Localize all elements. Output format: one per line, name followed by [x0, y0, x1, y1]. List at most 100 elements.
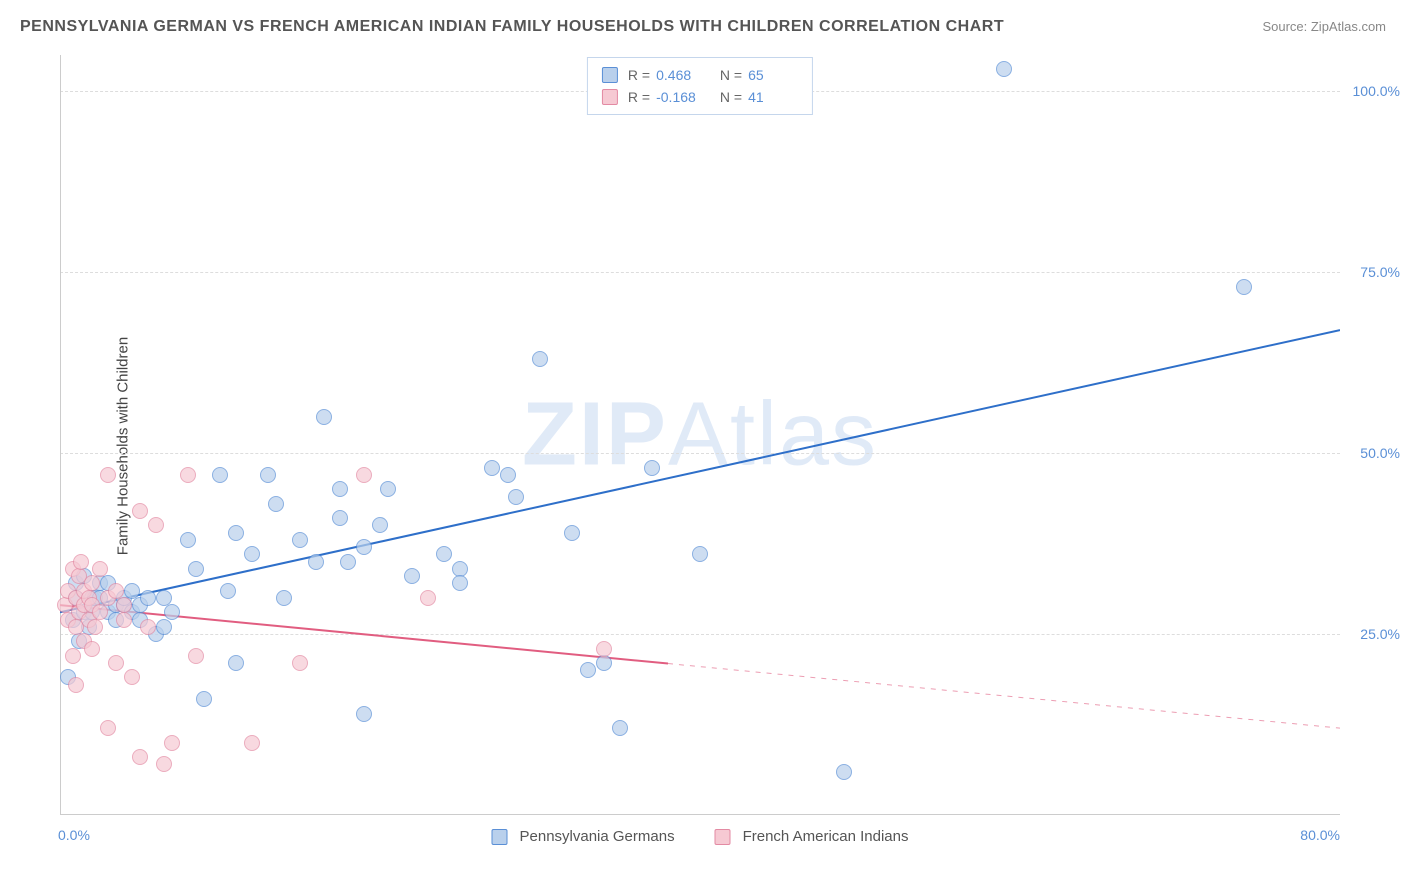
data-point — [156, 619, 172, 635]
data-point — [164, 735, 180, 751]
data-point — [132, 749, 148, 765]
y-tick-label: 25.0% — [1345, 626, 1400, 642]
x-axis-line — [60, 814, 1340, 815]
data-point — [212, 467, 228, 483]
y-axis-line — [60, 55, 61, 815]
data-point — [100, 467, 116, 483]
legend-swatch — [492, 829, 508, 845]
data-point — [508, 489, 524, 505]
data-point — [292, 655, 308, 671]
data-point — [65, 648, 81, 664]
data-point — [244, 546, 260, 562]
chart-plot-area: ZIPAtlas 25.0%50.0%75.0%100.0%0.0%80.0%R… — [60, 55, 1340, 815]
watermark: ZIPAtlas — [522, 384, 878, 487]
r-label: R = — [628, 64, 650, 86]
data-point — [404, 568, 420, 584]
data-point — [92, 604, 108, 620]
data-point — [84, 575, 100, 591]
series-legend: Pennsylvania Germans French American Indi… — [492, 828, 909, 845]
data-point — [292, 532, 308, 548]
data-point — [436, 546, 452, 562]
r-value: 0.468 — [656, 64, 706, 86]
data-point — [188, 561, 204, 577]
data-point — [92, 561, 108, 577]
gridline — [60, 272, 1340, 273]
data-point — [244, 735, 260, 751]
legend-item: Pennsylvania Germans — [492, 828, 675, 845]
gridline — [60, 634, 1340, 635]
data-point — [140, 590, 156, 606]
data-point — [276, 590, 292, 606]
data-point — [500, 467, 516, 483]
data-point — [420, 590, 436, 606]
legend-swatch — [602, 67, 618, 83]
data-point — [100, 720, 116, 736]
data-point — [228, 525, 244, 541]
data-point — [180, 532, 196, 548]
correlation-legend: R = 0.468 N = 65R = -0.168 N = 41 — [587, 57, 813, 115]
y-tick-label: 100.0% — [1345, 83, 1400, 99]
data-point — [220, 583, 236, 599]
data-point — [580, 662, 596, 678]
data-point — [692, 546, 708, 562]
data-point — [380, 481, 396, 497]
data-point — [452, 575, 468, 591]
data-point — [116, 612, 132, 628]
legend-swatch — [602, 89, 618, 105]
data-point — [356, 467, 372, 483]
data-point — [87, 619, 103, 635]
data-point — [356, 539, 372, 555]
r-value: -0.168 — [656, 86, 706, 108]
correlation-row: R = 0.468 N = 65 — [602, 64, 798, 86]
data-point — [612, 720, 628, 736]
data-point — [356, 706, 372, 722]
data-point — [84, 641, 100, 657]
data-point — [196, 691, 212, 707]
data-point — [836, 764, 852, 780]
data-point — [260, 467, 276, 483]
data-point — [596, 641, 612, 657]
data-point — [73, 554, 89, 570]
data-point — [308, 554, 324, 570]
y-tick-label: 75.0% — [1345, 264, 1400, 280]
data-point — [564, 525, 580, 541]
data-point — [188, 648, 204, 664]
data-point — [332, 510, 348, 526]
correlation-row: R = -0.168 N = 41 — [602, 86, 798, 108]
legend-item: French American Indians — [715, 828, 909, 845]
n-value: 41 — [748, 86, 798, 108]
data-point — [332, 481, 348, 497]
data-point — [156, 590, 172, 606]
r-label: R = — [628, 86, 650, 108]
data-point — [372, 517, 388, 533]
n-label: N = — [712, 86, 742, 108]
legend-swatch — [715, 829, 731, 845]
data-point — [124, 669, 140, 685]
legend-label: French American Indians — [743, 828, 909, 845]
data-point — [228, 655, 244, 671]
trend-lines — [60, 55, 1340, 815]
data-point — [596, 655, 612, 671]
gridline — [60, 453, 1340, 454]
data-point — [268, 496, 284, 512]
n-value: 65 — [748, 64, 798, 86]
data-point — [108, 583, 124, 599]
data-point — [644, 460, 660, 476]
data-point — [532, 351, 548, 367]
y-tick-label: 50.0% — [1345, 445, 1400, 461]
data-point — [148, 517, 164, 533]
data-point — [124, 583, 140, 599]
n-label: N = — [712, 64, 742, 86]
data-point — [156, 756, 172, 772]
legend-label: Pennsylvania Germans — [520, 828, 675, 845]
x-tick-label: 0.0% — [58, 827, 90, 843]
chart-title: PENNSYLVANIA GERMAN VS FRENCH AMERICAN I… — [20, 18, 1004, 36]
data-point — [1236, 279, 1252, 295]
data-point — [108, 655, 124, 671]
source-label: Source: ZipAtlas.com — [1262, 19, 1386, 34]
data-point — [164, 604, 180, 620]
data-point — [68, 677, 84, 693]
data-point — [316, 409, 332, 425]
data-point — [996, 61, 1012, 77]
data-point — [140, 619, 156, 635]
